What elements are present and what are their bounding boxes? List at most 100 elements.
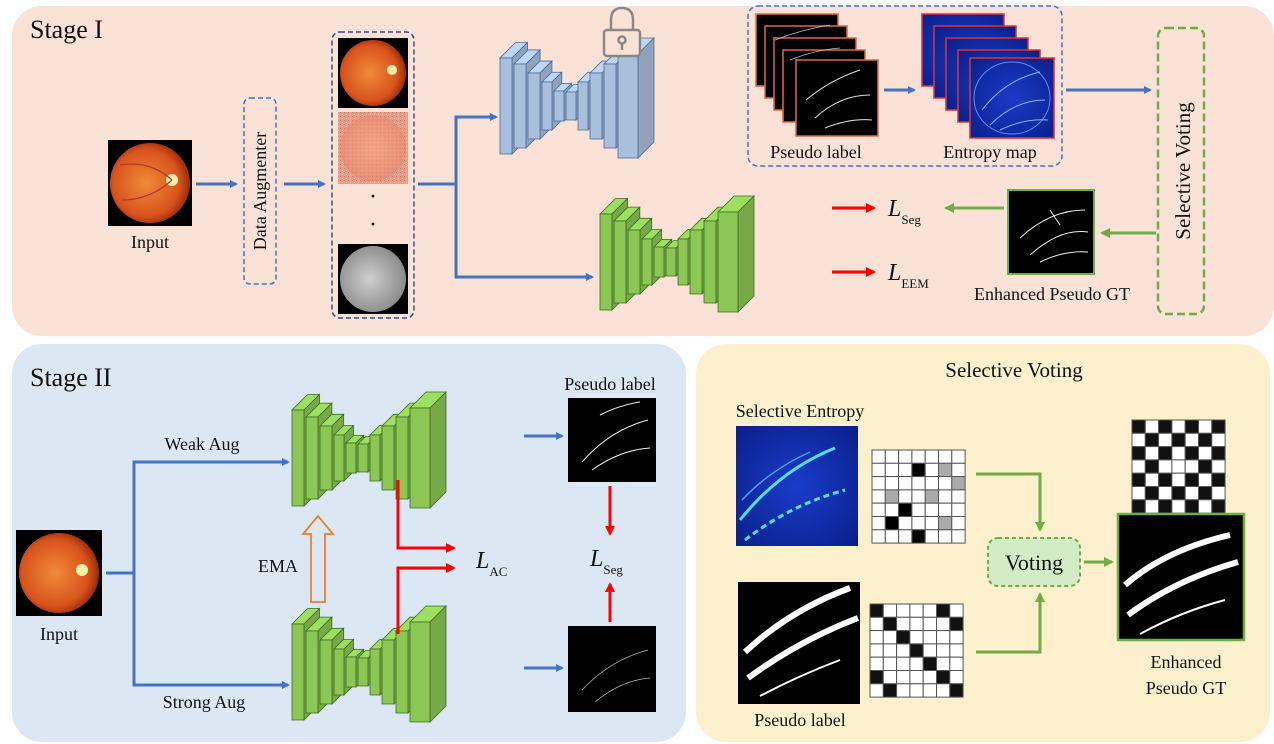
loss-ac: LAC: [475, 548, 507, 579]
enhanced-gt-crop-image: [1116, 512, 1246, 642]
grid-cell: [951, 489, 966, 504]
layer-block: [345, 656, 357, 688]
data-augmenter-label: Data Augmenter: [250, 132, 270, 250]
grid-cell: [924, 529, 940, 544]
grid-cell: [896, 616, 911, 632]
grid-cell: [884, 502, 900, 518]
grid-cell: [922, 616, 938, 632]
grid-cell: [1131, 459, 1146, 474]
grid-cell: [882, 630, 898, 645]
grid-cell: [938, 462, 953, 478]
grid-cell: [911, 462, 926, 478]
layer-block-side: [429, 391, 447, 509]
grid-cell: [938, 529, 953, 544]
grid-cell: [896, 683, 911, 698]
layer-block: [641, 238, 653, 286]
grid-cell: [896, 630, 911, 645]
grid-cell: [951, 449, 966, 464]
arrow-entropy-grid-to-voting: [976, 472, 1045, 532]
stage2-title: Stage II: [30, 363, 112, 392]
grid-cell: [1144, 472, 1160, 488]
layer-block: [689, 229, 703, 295]
layer-block: [665, 247, 677, 277]
grid-cell: [938, 449, 953, 464]
layer-block: [291, 409, 305, 507]
grid-cell: [938, 516, 953, 531]
grid-cell: [869, 683, 884, 698]
layer-block: [603, 63, 617, 149]
layer-block: [291, 623, 305, 721]
layer-block-side: [429, 605, 447, 723]
layer-block: [381, 639, 395, 705]
grid-cell: [898, 502, 913, 518]
layer-block: [513, 63, 527, 149]
voting-box: [987, 537, 1081, 587]
grid-cell: [896, 656, 911, 672]
selective-entropy-label: Selective Entropy: [736, 401, 864, 421]
layer-block: [305, 416, 319, 500]
voting-pseudo-label-text: Pseudo label: [754, 710, 846, 730]
grid-cell: [1144, 432, 1160, 448]
loss-seg-stage2: LSeg: [589, 546, 623, 577]
layer-block: [409, 621, 431, 723]
selective-voting-label: Selective Voting: [1171, 102, 1195, 240]
grid-cell: [884, 449, 900, 464]
arrow-student-to-lac: [396, 563, 456, 634]
grid-cell: [898, 449, 913, 464]
arrow-pseudo-grid-to-voting: [976, 592, 1045, 654]
grid-cell: [898, 462, 913, 478]
data-augmenter-box: [243, 97, 277, 285]
grid-cell: [1171, 419, 1186, 434]
layer-block: [395, 416, 409, 500]
grid-cell: [949, 656, 964, 672]
grid-cell: [911, 449, 926, 464]
grid-cell: [882, 656, 898, 672]
grid-cell: [1184, 486, 1199, 501]
grid-cell: [949, 643, 964, 658]
aug-view-noise: [338, 112, 408, 184]
stage2-input-label: Input: [40, 624, 78, 644]
grid-cell: [911, 502, 926, 518]
layer-block: [653, 246, 665, 278]
grid-cell: [869, 616, 884, 632]
grid-cell: [1171, 486, 1186, 501]
layer-block: [333, 648, 345, 696]
layer-block: [599, 213, 613, 311]
loss-eem-stage1: LEEM: [887, 260, 929, 291]
grid-cell: [936, 616, 951, 632]
layer-block: [499, 57, 513, 155]
grid-cell: [869, 670, 884, 685]
layer-block: [381, 425, 395, 491]
grid-cell: [884, 462, 900, 478]
grid-cell: [898, 516, 913, 531]
grid-cell: [911, 489, 926, 504]
grid-cell: [909, 656, 924, 672]
grid-cell: [882, 616, 898, 632]
grid-cell: [1144, 459, 1160, 474]
grid-cell: [871, 462, 886, 478]
aug-dot-2: ·: [369, 212, 377, 238]
grid-cell: [949, 603, 964, 618]
grid-cell: [924, 449, 940, 464]
grid-cell: [1131, 432, 1146, 448]
layer-block: [333, 434, 345, 482]
grid-cell: [1211, 432, 1226, 448]
grid-cell: [896, 643, 911, 658]
layer-block: [703, 220, 717, 304]
layer-block: [617, 53, 639, 159]
ema-arrow: [301, 514, 335, 603]
layer-block-side: [737, 195, 755, 313]
grid-cell: [1131, 472, 1146, 488]
aug-view-original: [338, 38, 408, 108]
grid-cell: [924, 489, 940, 504]
grid-cell: [1211, 486, 1226, 501]
aug-dot-1: ·: [369, 184, 377, 210]
entropy-mask-grid: [871, 449, 966, 544]
grid-cell: [924, 462, 940, 478]
grid-cell: [938, 502, 953, 518]
grid-cell: [936, 683, 951, 698]
grid-cell: [924, 502, 940, 518]
layer-block-side: [637, 37, 655, 159]
grid-cell: [1184, 432, 1199, 448]
grid-cell: [1211, 499, 1226, 514]
